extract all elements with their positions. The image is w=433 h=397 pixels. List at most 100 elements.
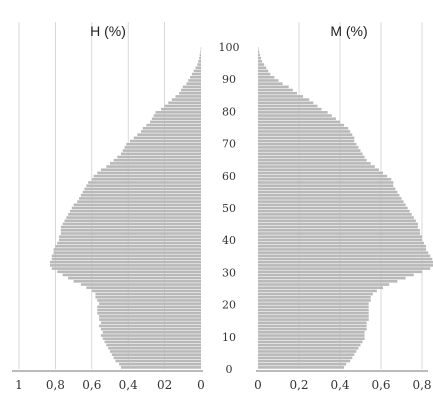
male-bar: [97, 299, 201, 302]
male-bar: [137, 133, 201, 136]
female-bar: [258, 235, 422, 239]
age-tick-label: 90: [222, 73, 236, 86]
female-bar: [258, 222, 418, 226]
female-bar: [258, 133, 353, 136]
male-bar: [197, 63, 201, 66]
male-bar: [51, 257, 202, 261]
male-bar: [117, 155, 201, 159]
female-bar: [258, 267, 431, 270]
female-bar: [258, 219, 416, 223]
age-tick-label: 60: [222, 170, 236, 183]
female-bar: [258, 203, 406, 207]
female-bar: [258, 292, 373, 296]
female-bar: [258, 280, 398, 283]
male-bar: [97, 305, 201, 309]
male-bar: [186, 82, 201, 85]
male-bar: [110, 350, 201, 353]
male-bar: [111, 353, 201, 356]
male-bar: [49, 260, 201, 264]
female-bar: [258, 171, 384, 175]
male-bar: [122, 149, 201, 152]
female-bar: [258, 139, 355, 143]
male-bar: [175, 95, 201, 98]
female-bar: [258, 260, 433, 264]
left-x-tick-label: 02: [157, 378, 172, 392]
male-bar: [140, 130, 201, 133]
female-bar: [258, 302, 369, 305]
male-bar: [199, 56, 201, 60]
female-bar: [258, 264, 433, 267]
male-bar: [91, 289, 201, 293]
female-bar: [258, 251, 429, 254]
male-bar: [68, 213, 201, 216]
male-bar: [102, 331, 201, 334]
female-bar: [258, 213, 412, 216]
female-bar: [258, 225, 418, 229]
male-bar: [100, 168, 201, 172]
female-bar: [258, 366, 345, 369]
female-bar: [258, 286, 384, 290]
female-bar: [258, 114, 332, 117]
female-bar: [258, 324, 367, 328]
male-bar: [195, 66, 201, 70]
female-bar: [258, 299, 371, 302]
male-bar: [95, 295, 201, 299]
female-bar: [258, 85, 289, 89]
female-bar: [258, 50, 260, 54]
male-bar: [82, 190, 201, 194]
labels-layer: H (%) M (%) 0 10 20 30 40 50 60 70 80 90 100 1 0,8 0,6 0…: [15, 23, 431, 392]
female-bar: [258, 101, 314, 105]
male-bar: [88, 181, 201, 184]
male-bar: [97, 308, 201, 312]
female-bar: [258, 334, 365, 337]
female-bar: [258, 200, 404, 203]
male-bar: [99, 318, 201, 321]
female-bar: [258, 130, 351, 133]
female-bar: [258, 60, 263, 63]
female-bar: [258, 232, 420, 235]
male-bar: [73, 280, 201, 283]
male-bar: [180, 88, 201, 92]
right-panel-title: M (%): [330, 23, 367, 39]
female-bar: [258, 305, 369, 309]
male-bar: [51, 254, 202, 258]
male-bar: [100, 321, 201, 325]
female-bar: [258, 295, 371, 299]
male-bar: [86, 286, 201, 290]
male-bar: [100, 327, 201, 331]
male-bar: [179, 91, 201, 95]
male-bar: [113, 158, 201, 162]
female-bar: [258, 197, 402, 200]
age-tick-label: 20: [222, 299, 236, 312]
male-bar: [59, 235, 201, 239]
male-bar: [104, 340, 201, 344]
female-bar: [258, 91, 297, 95]
male-bar: [168, 101, 201, 105]
male-bar: [110, 162, 201, 165]
female-bar: [258, 158, 367, 162]
female-bar: [258, 162, 371, 165]
male-bar: [77, 200, 201, 203]
male-bar: [91, 177, 201, 181]
female-bar: [258, 331, 365, 334]
male-bar: [57, 241, 201, 245]
female-bar: [258, 56, 262, 60]
male-bar: [113, 356, 201, 360]
female-bar: [258, 350, 357, 353]
male-bar: [99, 302, 201, 305]
female-bar: [258, 248, 427, 251]
female-bar: [258, 72, 271, 76]
age-tick-label: 80: [222, 105, 236, 118]
female-bar: [258, 276, 406, 280]
right-x-tick-label: 0,4: [330, 378, 349, 392]
male-bar: [115, 359, 201, 363]
female-bar: [258, 82, 283, 85]
male-bar: [102, 337, 201, 341]
female-bar: [258, 241, 425, 245]
female-bar: [258, 53, 261, 57]
male-bar: [200, 47, 202, 50]
female-bar: [258, 229, 420, 232]
female-bar: [258, 257, 433, 261]
male-bar: [95, 292, 201, 296]
